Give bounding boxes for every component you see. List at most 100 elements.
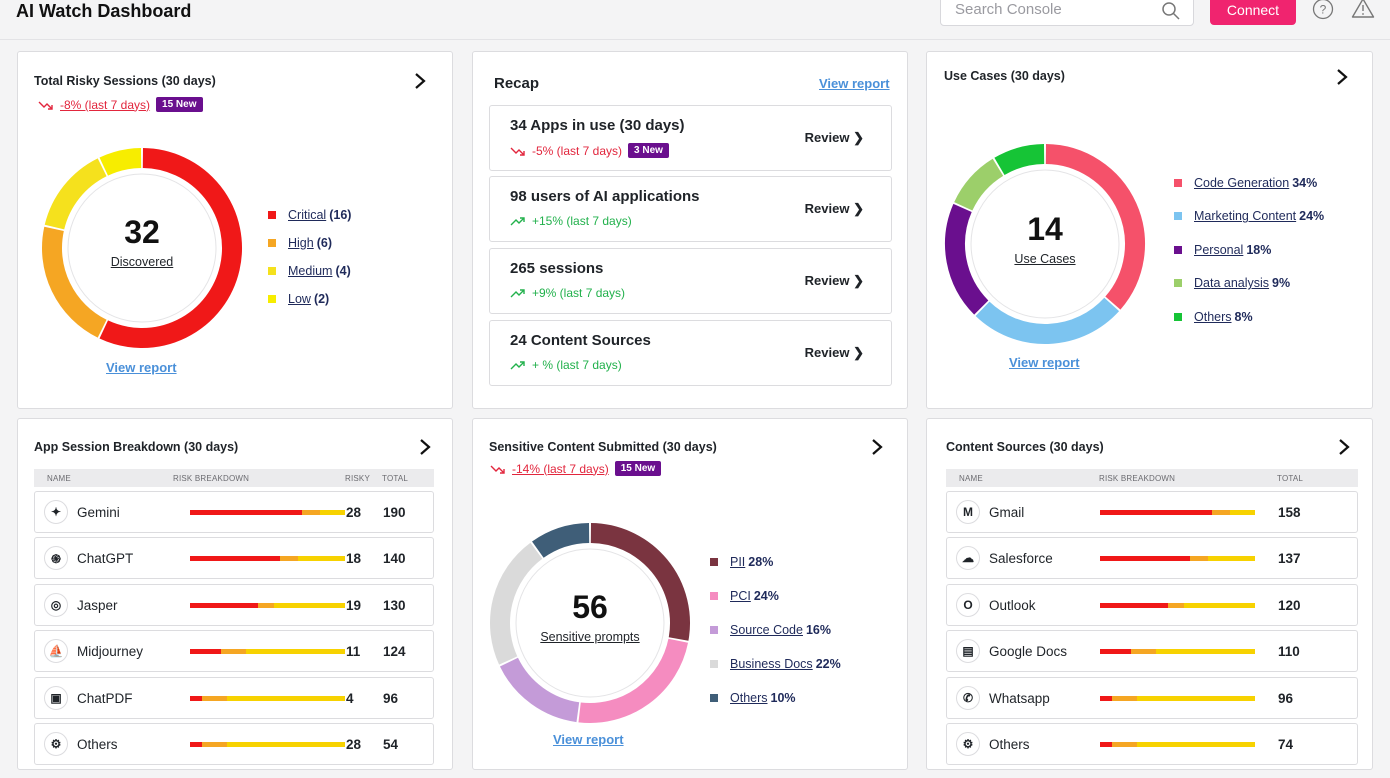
legend-item-pci[interactable]: PCI 24% — [710, 579, 841, 613]
legend-label[interactable]: Others — [1194, 309, 1232, 324]
chevron-right-icon[interactable] — [870, 438, 884, 456]
donut-segment-medium[interactable] — [44, 158, 107, 230]
legend-label[interactable]: Medium — [288, 264, 333, 278]
new-badge: 3 New — [628, 143, 669, 158]
recap-item-content-sources[interactable]: 24 Content Sources + % (last 7 days) Rev… — [489, 320, 892, 386]
view-report-link[interactable]: View report — [106, 360, 177, 375]
legend-item-business-docs[interactable]: Business Docs 22% — [710, 647, 841, 681]
legend-label[interactable]: Others — [730, 691, 768, 705]
table-row[interactable]: O Outlook 120 — [946, 583, 1358, 626]
chevron-right-icon[interactable] — [413, 72, 427, 90]
chevron-right-icon[interactable] — [1335, 68, 1349, 86]
legend-item-pii[interactable]: PII 28% — [710, 545, 841, 579]
legend-item-code-generation[interactable]: Code Generation 34% — [1174, 166, 1324, 200]
view-report-link[interactable]: View report — [1009, 355, 1080, 370]
legend-label[interactable]: Marketing Content — [1194, 209, 1297, 224]
risk-segment — [202, 695, 228, 701]
chevron-right-icon[interactable] — [418, 438, 432, 456]
total-count: 158 — [1278, 505, 1301, 520]
trend-value[interactable]: -14% (last 7 days) — [512, 461, 609, 476]
connect-button[interactable]: Connect — [1210, 0, 1296, 25]
legend-label[interactable]: Critical — [288, 208, 327, 222]
total-count: 96 — [1278, 690, 1294, 706]
donut-segment-business-docs[interactable] — [490, 542, 543, 665]
legend-label[interactable]: Low — [288, 292, 311, 306]
table-row[interactable]: ☁ Salesforce 137 — [946, 537, 1358, 580]
review-button[interactable]: Review ❯ — [805, 273, 864, 289]
legend-label[interactable]: Code Generation — [1194, 175, 1290, 190]
table-row[interactable]: ✦ Gemini 28 190 — [34, 491, 434, 533]
legend-item-high[interactable]: High (6) — [268, 229, 351, 257]
legend-item-low[interactable]: Low (2) — [268, 285, 351, 313]
legend-value: (16) — [329, 208, 352, 222]
legend-item-critical[interactable]: Critical (16) — [268, 201, 351, 229]
legend-label[interactable]: Personal — [1194, 242, 1244, 257]
legend-label[interactable]: Source Code — [730, 623, 803, 637]
recap-item-sessions[interactable]: 265 sessions +9% (last 7 days) Review ❯ — [489, 248, 892, 314]
review-button[interactable]: Review ❯ — [805, 345, 864, 361]
donut-segment-marketing-content[interactable] — [975, 297, 1120, 344]
table-row[interactable]: ✆ Whatsapp 96 — [946, 676, 1358, 719]
legend-label[interactable]: Business Docs — [730, 657, 813, 671]
recap-item-users[interactable]: 98 users of AI applications +15% (last 7… — [489, 176, 892, 242]
legend-label[interactable]: PCI — [730, 589, 751, 603]
sensitive-prompts-link[interactable]: Sensitive prompts — [540, 630, 640, 644]
row-name: Gmail — [989, 505, 1025, 520]
view-report-link[interactable]: View report — [553, 732, 624, 747]
discovered-link[interactable]: Discovered — [110, 255, 174, 269]
trend-value[interactable]: -8% (last 7 days) — [60, 97, 151, 112]
legend-label[interactable]: Data analysis — [1194, 276, 1270, 291]
legend-label[interactable]: High — [288, 236, 314, 250]
search-input[interactable] — [955, 1, 1155, 18]
table-row[interactable]: ▤ Google Docs 110 — [946, 630, 1358, 673]
donut-segment-data-analysis[interactable] — [954, 158, 1004, 211]
use-cases-link[interactable]: Use Cases — [1014, 252, 1076, 266]
page-title: AI Watch Dashboard — [16, 1, 192, 21]
donut-segment-low[interactable] — [99, 148, 142, 176]
legend-item-others[interactable]: Others 8% — [1174, 300, 1324, 334]
table-row[interactable]: ֍ ChatGPT 18 140 — [34, 537, 434, 580]
column-header: RISK BREAKDOWN — [1099, 474, 1176, 483]
legend-swatch — [710, 660, 718, 668]
recap-view-report-link[interactable]: View report — [819, 76, 890, 91]
review-label: Review — [804, 201, 850, 216]
total-count: 124 — [383, 644, 406, 660]
search-box[interactable] — [940, 0, 1194, 26]
chevron-right-icon[interactable] — [1337, 438, 1351, 456]
table-row[interactable]: ▣ ChatPDF 4 96 — [34, 676, 434, 719]
risk-segment — [258, 602, 274, 608]
legend-item-others[interactable]: Others 10% — [710, 681, 841, 715]
legend-item-medium[interactable]: Medium (4) — [268, 257, 351, 285]
recap-item-apps[interactable]: 34 Apps in use (30 days) -5% (last 7 day… — [489, 105, 892, 171]
legend-item-data-analysis[interactable]: Data analysis 9% — [1174, 267, 1324, 301]
donut-segment-others[interactable] — [994, 144, 1045, 176]
legend-item-source-code[interactable]: Source Code 16% — [710, 613, 841, 647]
table-row[interactable]: ⚙ Others 28 54 — [34, 723, 434, 765]
donut-segment-critical[interactable] — [99, 148, 242, 348]
search-icon[interactable] — [1161, 1, 1181, 21]
review-button[interactable]: Review ❯ — [805, 201, 864, 217]
table-row[interactable]: M Gmail 158 — [946, 491, 1358, 533]
risk-segment — [202, 742, 228, 747]
donut-segment-pii[interactable] — [590, 523, 690, 641]
donut-segment-code-generation[interactable] — [1045, 144, 1145, 310]
donut-segment-personal[interactable] — [945, 203, 989, 315]
donut-segment-source-code[interactable] — [499, 657, 580, 723]
table-row[interactable]: ◎ Jasper 19 130 — [34, 583, 434, 626]
table-row[interactable]: ⛵ Midjourney 11 124 — [34, 630, 434, 673]
legend-value: 16% — [805, 623, 831, 637]
use-cases-donut — [945, 144, 1145, 344]
legend-item-marketing-content[interactable]: Marketing Content 24% — [1174, 200, 1324, 234]
risk-breakdown-bar — [1100, 602, 1255, 608]
warning-icon[interactable] — [1351, 0, 1375, 19]
risk-breakdown-bar — [190, 695, 345, 701]
donut-segment-pci[interactable] — [578, 638, 689, 723]
help-icon[interactable]: ? — [1312, 0, 1334, 20]
legend-label[interactable]: PII — [730, 555, 746, 569]
legend-item-personal[interactable]: Personal 18% — [1174, 233, 1324, 267]
risk-segment — [1100, 602, 1169, 608]
review-button[interactable]: Review ❯ — [805, 130, 864, 146]
table-row[interactable]: ⚙ Others 74 — [946, 723, 1358, 765]
donut-segment-high[interactable] — [42, 226, 107, 338]
donut-segment-others[interactable] — [532, 523, 590, 559]
